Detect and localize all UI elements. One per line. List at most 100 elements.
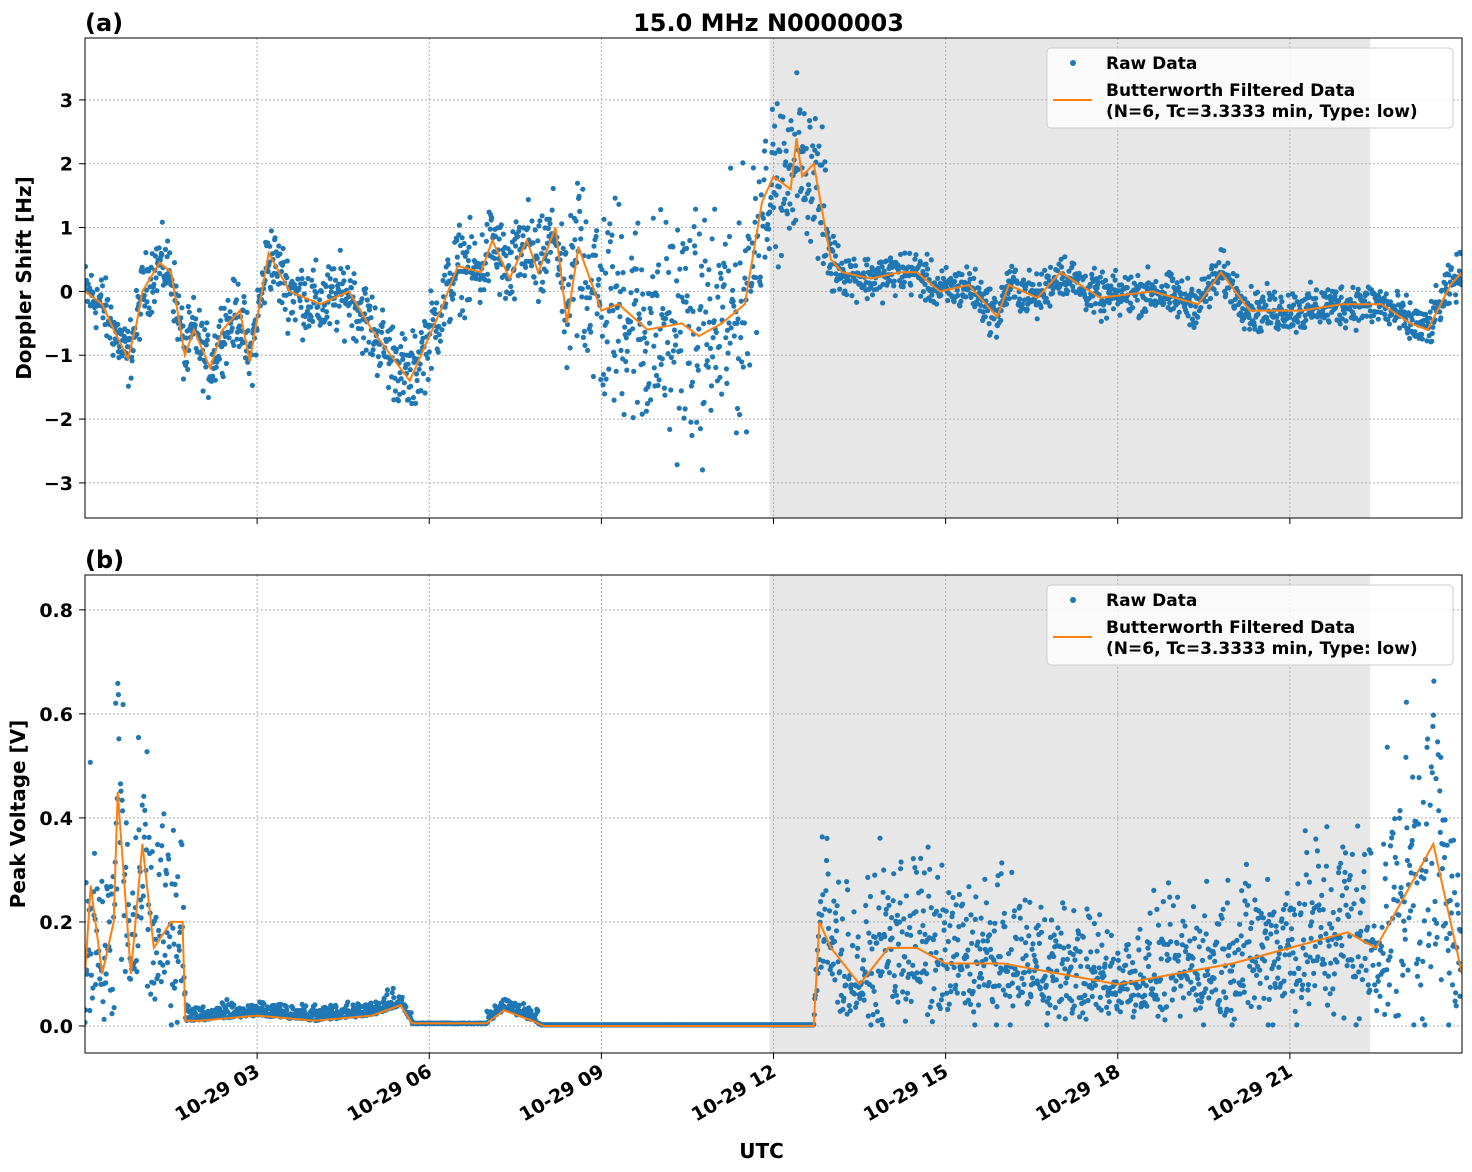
raw-data-point xyxy=(1266,918,1272,924)
raw-data-point xyxy=(951,299,957,305)
raw-data-point xyxy=(696,231,703,237)
raw-data-point xyxy=(105,296,111,303)
raw-data-point xyxy=(702,258,708,264)
raw-data-point xyxy=(814,151,821,157)
raw-data-point xyxy=(1298,994,1305,1001)
raw-data-point xyxy=(358,326,365,332)
raw-data-point xyxy=(947,983,954,989)
raw-data-point xyxy=(601,216,607,222)
raw-data-point xyxy=(531,274,537,280)
raw-data-point xyxy=(913,869,920,875)
raw-data-point xyxy=(153,275,159,281)
raw-data-point xyxy=(172,881,178,888)
raw-data-point xyxy=(87,759,93,765)
raw-data-point xyxy=(317,297,323,303)
raw-data-point xyxy=(1163,1004,1170,1010)
raw-data-point xyxy=(1364,313,1370,319)
raw-data-point xyxy=(1178,983,1184,989)
raw-data-point xyxy=(666,309,672,316)
raw-data-point xyxy=(1045,1010,1051,1016)
raw-data-point xyxy=(792,131,798,137)
raw-data-point xyxy=(756,179,762,185)
raw-data-point xyxy=(141,834,147,840)
raw-data-point xyxy=(433,334,439,340)
raw-data-point xyxy=(758,192,764,198)
raw-data-point xyxy=(967,1001,974,1008)
raw-data-point xyxy=(615,270,621,276)
raw-data-point xyxy=(1267,984,1273,990)
raw-data-point xyxy=(744,351,751,357)
raw-data-point xyxy=(1231,1016,1237,1022)
raw-data-point xyxy=(1197,928,1203,934)
raw-data-point xyxy=(146,834,152,841)
raw-data-point xyxy=(1091,920,1097,927)
raw-data-point xyxy=(818,220,824,226)
raw-data-point xyxy=(168,291,174,297)
raw-data-point xyxy=(1213,263,1219,269)
raw-data-point xyxy=(439,327,445,333)
raw-data-point xyxy=(223,360,229,367)
raw-data-point xyxy=(345,999,351,1005)
raw-data-point xyxy=(1339,284,1345,290)
raw-data-point xyxy=(148,991,154,997)
raw-data-point xyxy=(1401,309,1407,315)
raw-data-point xyxy=(547,249,554,255)
raw-data-point xyxy=(428,365,434,371)
y-tick-label: 0.6 xyxy=(39,704,73,726)
raw-data-point xyxy=(886,970,893,976)
raw-data-point xyxy=(1155,1013,1161,1019)
raw-data-point xyxy=(885,958,892,965)
raw-data-point xyxy=(176,943,182,949)
raw-data-point xyxy=(990,999,996,1005)
raw-data-point xyxy=(1295,319,1301,325)
raw-data-point xyxy=(1135,992,1141,998)
raw-data-point xyxy=(1229,299,1235,305)
raw-data-point xyxy=(1102,961,1108,967)
raw-data-point xyxy=(876,931,883,938)
raw-data-point xyxy=(454,237,460,244)
x-tick-label: 10-29 03 xyxy=(171,1060,263,1126)
raw-data-point xyxy=(897,900,903,906)
raw-data-point xyxy=(505,246,511,252)
raw-data-point xyxy=(136,827,142,833)
raw-data-point xyxy=(1200,1022,1207,1028)
raw-data-point xyxy=(1221,946,1227,952)
raw-data-point xyxy=(1203,298,1209,304)
raw-data-point xyxy=(1395,292,1401,298)
raw-data-point xyxy=(585,347,591,353)
raw-data-point xyxy=(99,878,105,884)
raw-data-point xyxy=(604,319,610,325)
raw-data-point xyxy=(115,321,121,327)
raw-data-point xyxy=(407,367,413,373)
raw-data-point xyxy=(978,279,984,285)
raw-data-point xyxy=(987,932,993,938)
raw-data-point xyxy=(822,159,828,165)
raw-data-point xyxy=(594,311,600,317)
y-tick-label: 3 xyxy=(60,90,73,112)
raw-data-point xyxy=(583,219,589,225)
raw-data-point xyxy=(833,918,839,924)
raw-data-point xyxy=(109,986,116,992)
raw-data-point xyxy=(578,226,584,232)
raw-data-point xyxy=(529,218,535,224)
raw-data-point xyxy=(1248,1003,1254,1010)
raw-data-point xyxy=(676,405,682,411)
raw-data-point xyxy=(925,1012,931,1018)
raw-data-point xyxy=(808,238,814,244)
raw-data-point xyxy=(757,274,763,280)
raw-data-point xyxy=(704,358,710,364)
raw-data-point xyxy=(1082,992,1088,999)
raw-data-point xyxy=(1203,986,1209,992)
raw-data-point xyxy=(129,358,135,364)
raw-data-point xyxy=(231,278,237,284)
raw-data-point xyxy=(1038,271,1045,277)
raw-data-point xyxy=(594,228,600,234)
raw-data-point xyxy=(498,222,504,228)
raw-data-point xyxy=(549,207,555,213)
raw-data-point xyxy=(1275,975,1281,981)
raw-data-point xyxy=(966,271,973,277)
raw-data-point xyxy=(1202,913,1208,919)
raw-data-point xyxy=(1117,312,1123,318)
raw-data-point xyxy=(1089,993,1095,1000)
raw-data-point xyxy=(156,871,162,878)
